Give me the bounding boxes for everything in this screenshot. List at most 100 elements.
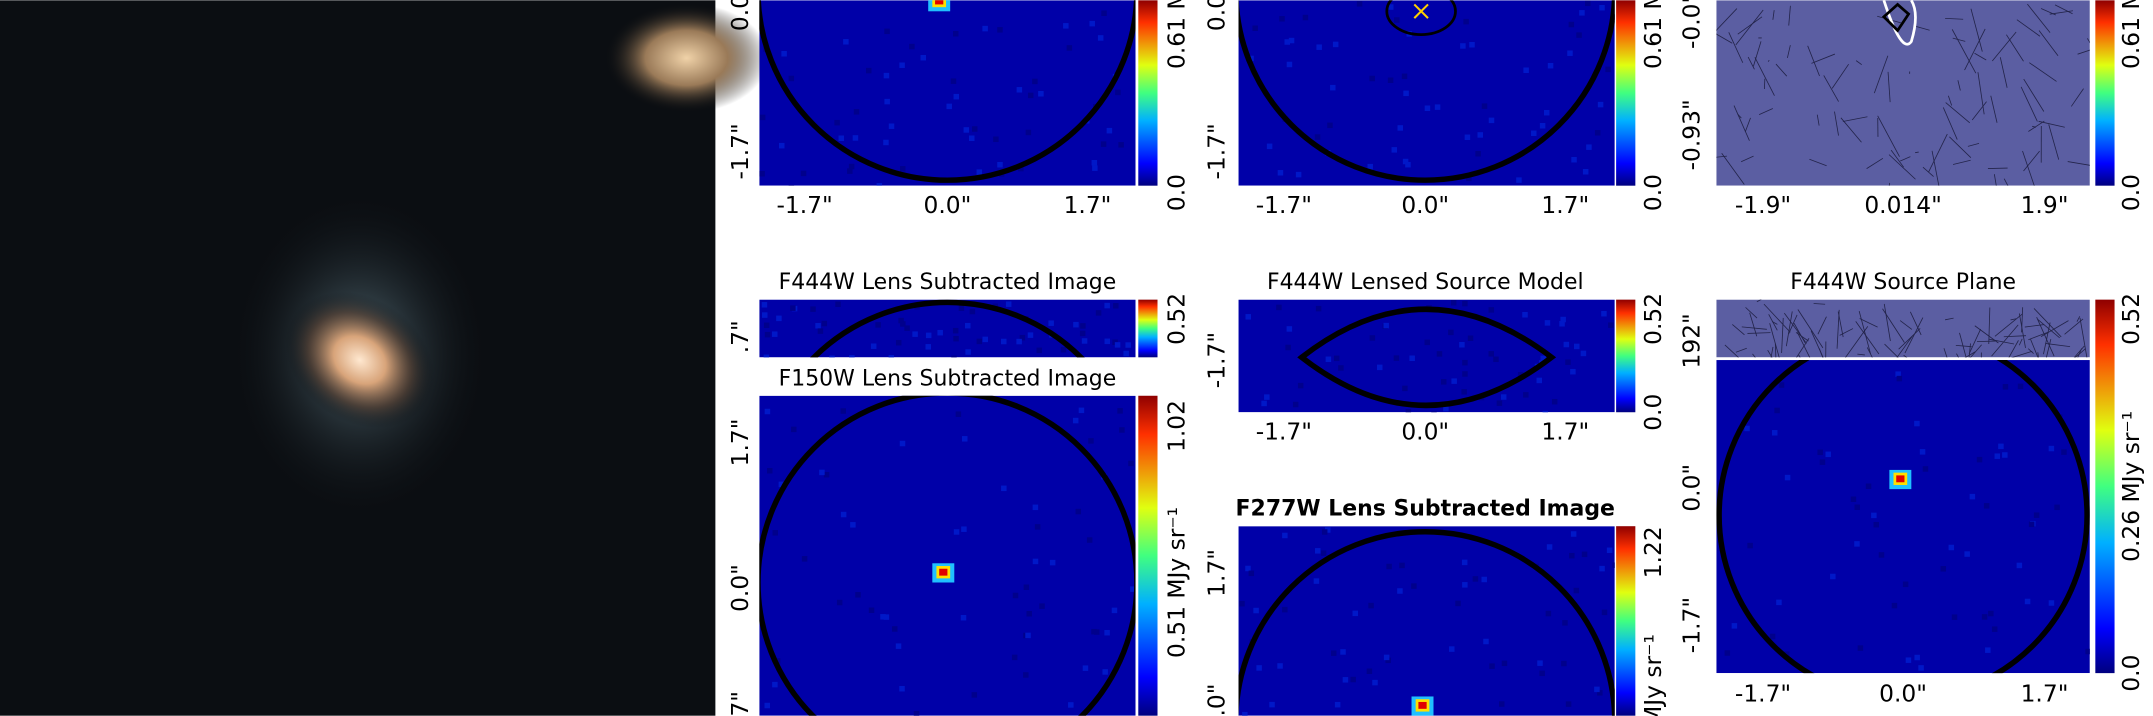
noise — [1724, 650, 1731, 656]
noise — [1769, 633, 1776, 640]
noise — [1352, 610, 1359, 617]
noise — [1601, 310, 1607, 317]
noise — [1991, 626, 1998, 632]
x-tick-label: -1.7" — [1735, 680, 1791, 708]
noise — [1394, 17, 1400, 23]
voronoi-edge — [1855, 321, 1880, 355]
noise — [1895, 371, 1901, 377]
y-tick-label: .7" — [726, 320, 754, 353]
noise — [1340, 649, 1346, 655]
colorbar-tick-label: 0.52 — [1639, 293, 1667, 345]
voronoi-edge — [1859, 318, 1878, 328]
voronoi-edge — [2077, 49, 2090, 55]
noise — [1896, 375, 1903, 382]
voronoi-edge — [1884, 343, 1899, 358]
noise — [800, 170, 807, 177]
noise — [868, 607, 875, 613]
noise — [2028, 521, 2035, 528]
voronoi-edge — [1887, 71, 1891, 103]
noise — [1483, 638, 1489, 645]
y-tick-label: -0.0" — [1678, 0, 1706, 49]
voronoi-edge — [1955, 344, 1972, 348]
noise — [836, 599, 843, 606]
voronoi-edge — [1737, 113, 1742, 119]
noise — [1573, 587, 1580, 594]
noise — [1873, 521, 1879, 528]
noise — [976, 169, 983, 175]
noise — [1285, 344, 1291, 351]
noise — [779, 142, 785, 149]
noise — [1026, 611, 1032, 617]
colorbar-tick-label: 1.22 — [1639, 526, 1667, 578]
voronoi-edge — [1834, 111, 1839, 136]
noise — [1594, 130, 1601, 136]
noise — [953, 529, 960, 535]
voronoi-edge — [1913, 25, 1930, 31]
noise — [1315, 548, 1321, 554]
noise — [1467, 335, 1474, 342]
panel-image — [1716, 0, 2090, 186]
voronoi-edge — [1758, 108, 1773, 116]
voronoi-edge — [1728, 32, 1744, 63]
noise — [834, 119, 840, 126]
noise — [883, 614, 890, 620]
noise — [1369, 75, 1375, 82]
noise — [1383, 322, 1389, 329]
noise — [1546, 544, 1553, 550]
noise — [1095, 310, 1102, 316]
x-tick-label: 1.7" — [1541, 417, 1589, 445]
noise — [1245, 565, 1251, 572]
noise — [1443, 405, 1449, 412]
voronoi-edge — [1767, 59, 1770, 62]
noise — [1488, 351, 1494, 357]
noise — [1248, 570, 1255, 577]
voronoi-edge — [2006, 34, 2024, 62]
noise — [1039, 603, 1045, 609]
noise — [1601, 609, 1608, 616]
noise — [1481, 103, 1488, 109]
mask-circle — [1716, 360, 2090, 674]
voronoi-edge — [2048, 124, 2060, 160]
noise — [1342, 677, 1349, 683]
noise — [1523, 392, 1529, 398]
voronoi-edge — [2040, 8, 2056, 16]
noise — [1295, 171, 1302, 178]
noise — [912, 331, 918, 337]
noise — [1436, 351, 1443, 357]
noise — [759, 114, 766, 121]
noise — [838, 135, 845, 142]
voronoi-edge — [1772, 10, 1775, 20]
voronoi-edge — [1931, 150, 1940, 186]
panel-image — [1716, 299, 2090, 358]
voronoi-edge — [1796, 332, 1811, 358]
colorbar-tick-label: 0.51 MJy sr⁻¹ — [1163, 507, 1191, 658]
noise — [1562, 620, 1568, 626]
noise — [1488, 117, 1495, 124]
noise — [1027, 92, 1034, 99]
noise — [899, 62, 905, 68]
voronoi-edge — [2070, 88, 2084, 107]
voronoi-edge — [1741, 326, 1767, 330]
noise — [1034, 524, 1041, 530]
voronoi-edge — [1964, 28, 1986, 71]
noise — [1871, 512, 1877, 519]
voronoi-edge — [1770, 346, 1774, 358]
noise — [1277, 170, 1284, 176]
noise — [1242, 711, 1248, 716]
voronoi-edge — [1813, 303, 1826, 305]
noise — [875, 322, 881, 328]
voronoi-edge — [1898, 328, 1921, 350]
y-tick-label: 0.0" — [1202, 0, 1230, 31]
noise — [920, 54, 927, 61]
noise — [1111, 607, 1118, 614]
voronoi-edge — [1896, 336, 1913, 358]
noise — [1994, 453, 2001, 459]
noise — [848, 163, 855, 170]
noise — [1286, 326, 1293, 332]
noise — [1466, 175, 1472, 182]
noise — [1368, 602, 1374, 609]
voronoi-edge — [1952, 159, 1971, 165]
noise — [1594, 686, 1600, 693]
voronoi-edge — [1970, 8, 1983, 52]
noise — [1878, 552, 1885, 558]
